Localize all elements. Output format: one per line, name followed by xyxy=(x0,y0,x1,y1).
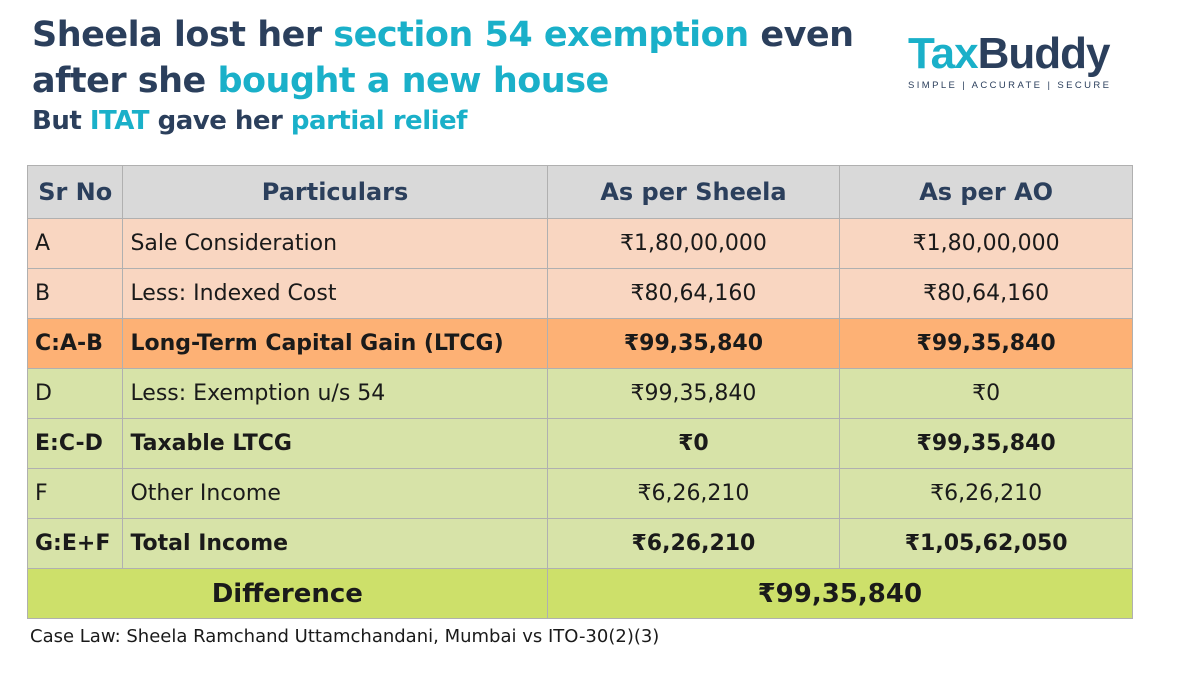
cell-particular: Taxable LTCG xyxy=(122,418,548,469)
difference-row: Difference ₹99,35,840 xyxy=(27,568,1134,619)
cell-particular: Other Income xyxy=(122,468,548,519)
cell-sr: G:E+F xyxy=(26,518,124,569)
cell-sr: C:A-B xyxy=(26,318,124,369)
headline-text: after she xyxy=(32,61,218,101)
header-as-per-ao: As per AO xyxy=(839,165,1133,219)
subheadline: But ITAT gave her partial relief xyxy=(32,104,892,138)
cell-particular: Long-Term Capital Gain (LTCG) xyxy=(122,318,548,369)
cell-sr: F xyxy=(26,468,124,519)
logo-tax: Tax xyxy=(908,29,979,78)
ltcg-comparison-table: Sr No Particulars As per Sheela As per A… xyxy=(26,165,1134,619)
cell-sr: A xyxy=(26,218,124,269)
headline-text: Sheela lost her xyxy=(32,15,334,55)
cell-ao: ₹6,26,210 xyxy=(839,468,1133,519)
table-row: D Less: Exemption u/s 54 ₹99,35,840 ₹0 xyxy=(26,368,1133,419)
cell-particular: Less: Indexed Cost xyxy=(122,268,548,319)
headline-text: even xyxy=(748,15,854,55)
logo-tagline: SIMPLE | ACCURATE | SECURE xyxy=(908,80,1112,91)
table-row: F Other Income ₹6,26,210 ₹6,26,210 xyxy=(26,468,1133,519)
cell-sheela: ₹99,35,840 xyxy=(546,318,841,369)
subheadline-highlight: partial relief xyxy=(290,106,468,136)
table-row: C:A-B Long-Term Capital Gain (LTCG) ₹99,… xyxy=(26,318,1133,369)
header-sr-no: Sr No xyxy=(26,165,124,219)
cell-sr: E:C-D xyxy=(26,418,124,469)
cell-sr: B xyxy=(26,268,124,319)
headline-highlight: bought a new house xyxy=(217,61,609,101)
cell-ao: ₹1,05,62,050 xyxy=(839,518,1133,569)
cell-sheela: ₹1,80,00,000 xyxy=(546,218,841,269)
table-row: B Less: Indexed Cost ₹80,64,160 ₹80,64,1… xyxy=(26,268,1133,319)
table-row: G:E+F Total Income ₹6,26,210 ₹1,05,62,05… xyxy=(26,518,1133,569)
cell-sheela: ₹80,64,160 xyxy=(546,268,841,319)
headline-line-2: after she bought a new house xyxy=(32,58,892,104)
headline-highlight: section 54 exemption xyxy=(333,15,749,55)
taxbuddy-logo: TaxBuddy SIMPLE | ACCURATE | SECURE xyxy=(908,29,1112,92)
subheadline-highlight: ITAT xyxy=(89,106,150,136)
table-row: A Sale Consideration ₹1,80,00,000 ₹1,80,… xyxy=(26,218,1133,269)
cell-ao: ₹99,35,840 xyxy=(839,318,1133,369)
cell-particular: Less: Exemption u/s 54 xyxy=(122,368,548,419)
cell-sheela: ₹0 xyxy=(546,418,841,469)
cell-ao: ₹99,35,840 xyxy=(839,418,1133,469)
cell-sheela: ₹6,26,210 xyxy=(546,518,841,569)
cell-ao: ₹80,64,160 xyxy=(839,268,1133,319)
headline: Sheela lost her section 54 exemption eve… xyxy=(32,12,892,138)
header-particulars: Particulars xyxy=(122,165,548,219)
cell-particular: Sale Consideration xyxy=(122,218,548,269)
table-header-row: Sr No Particulars As per Sheela As per A… xyxy=(26,165,1133,219)
difference-label: Difference xyxy=(27,568,548,619)
cell-sheela: ₹6,26,210 xyxy=(546,468,841,519)
subheadline-text: gave her xyxy=(149,106,291,136)
subheadline-text: But xyxy=(32,106,90,136)
cell-particular: Total Income xyxy=(122,518,548,569)
cell-sheela: ₹99,35,840 xyxy=(546,368,841,419)
cell-ao: ₹0 xyxy=(839,368,1133,419)
cell-sr: D xyxy=(26,368,124,419)
case-law-citation: Case Law: Sheela Ramchand Uttamchandani,… xyxy=(30,626,660,647)
difference-value: ₹99,35,840 xyxy=(546,568,1134,619)
table-row: E:C-D Taxable LTCG ₹0 ₹99,35,840 xyxy=(26,418,1133,469)
header-as-per-sheela: As per Sheela xyxy=(546,165,841,219)
logo-buddy: Buddy xyxy=(977,29,1111,78)
logo-wordmark: TaxBuddy xyxy=(908,29,1111,78)
headline-line-1: Sheela lost her section 54 exemption eve… xyxy=(32,12,892,58)
cell-ao: ₹1,80,00,000 xyxy=(839,218,1133,269)
